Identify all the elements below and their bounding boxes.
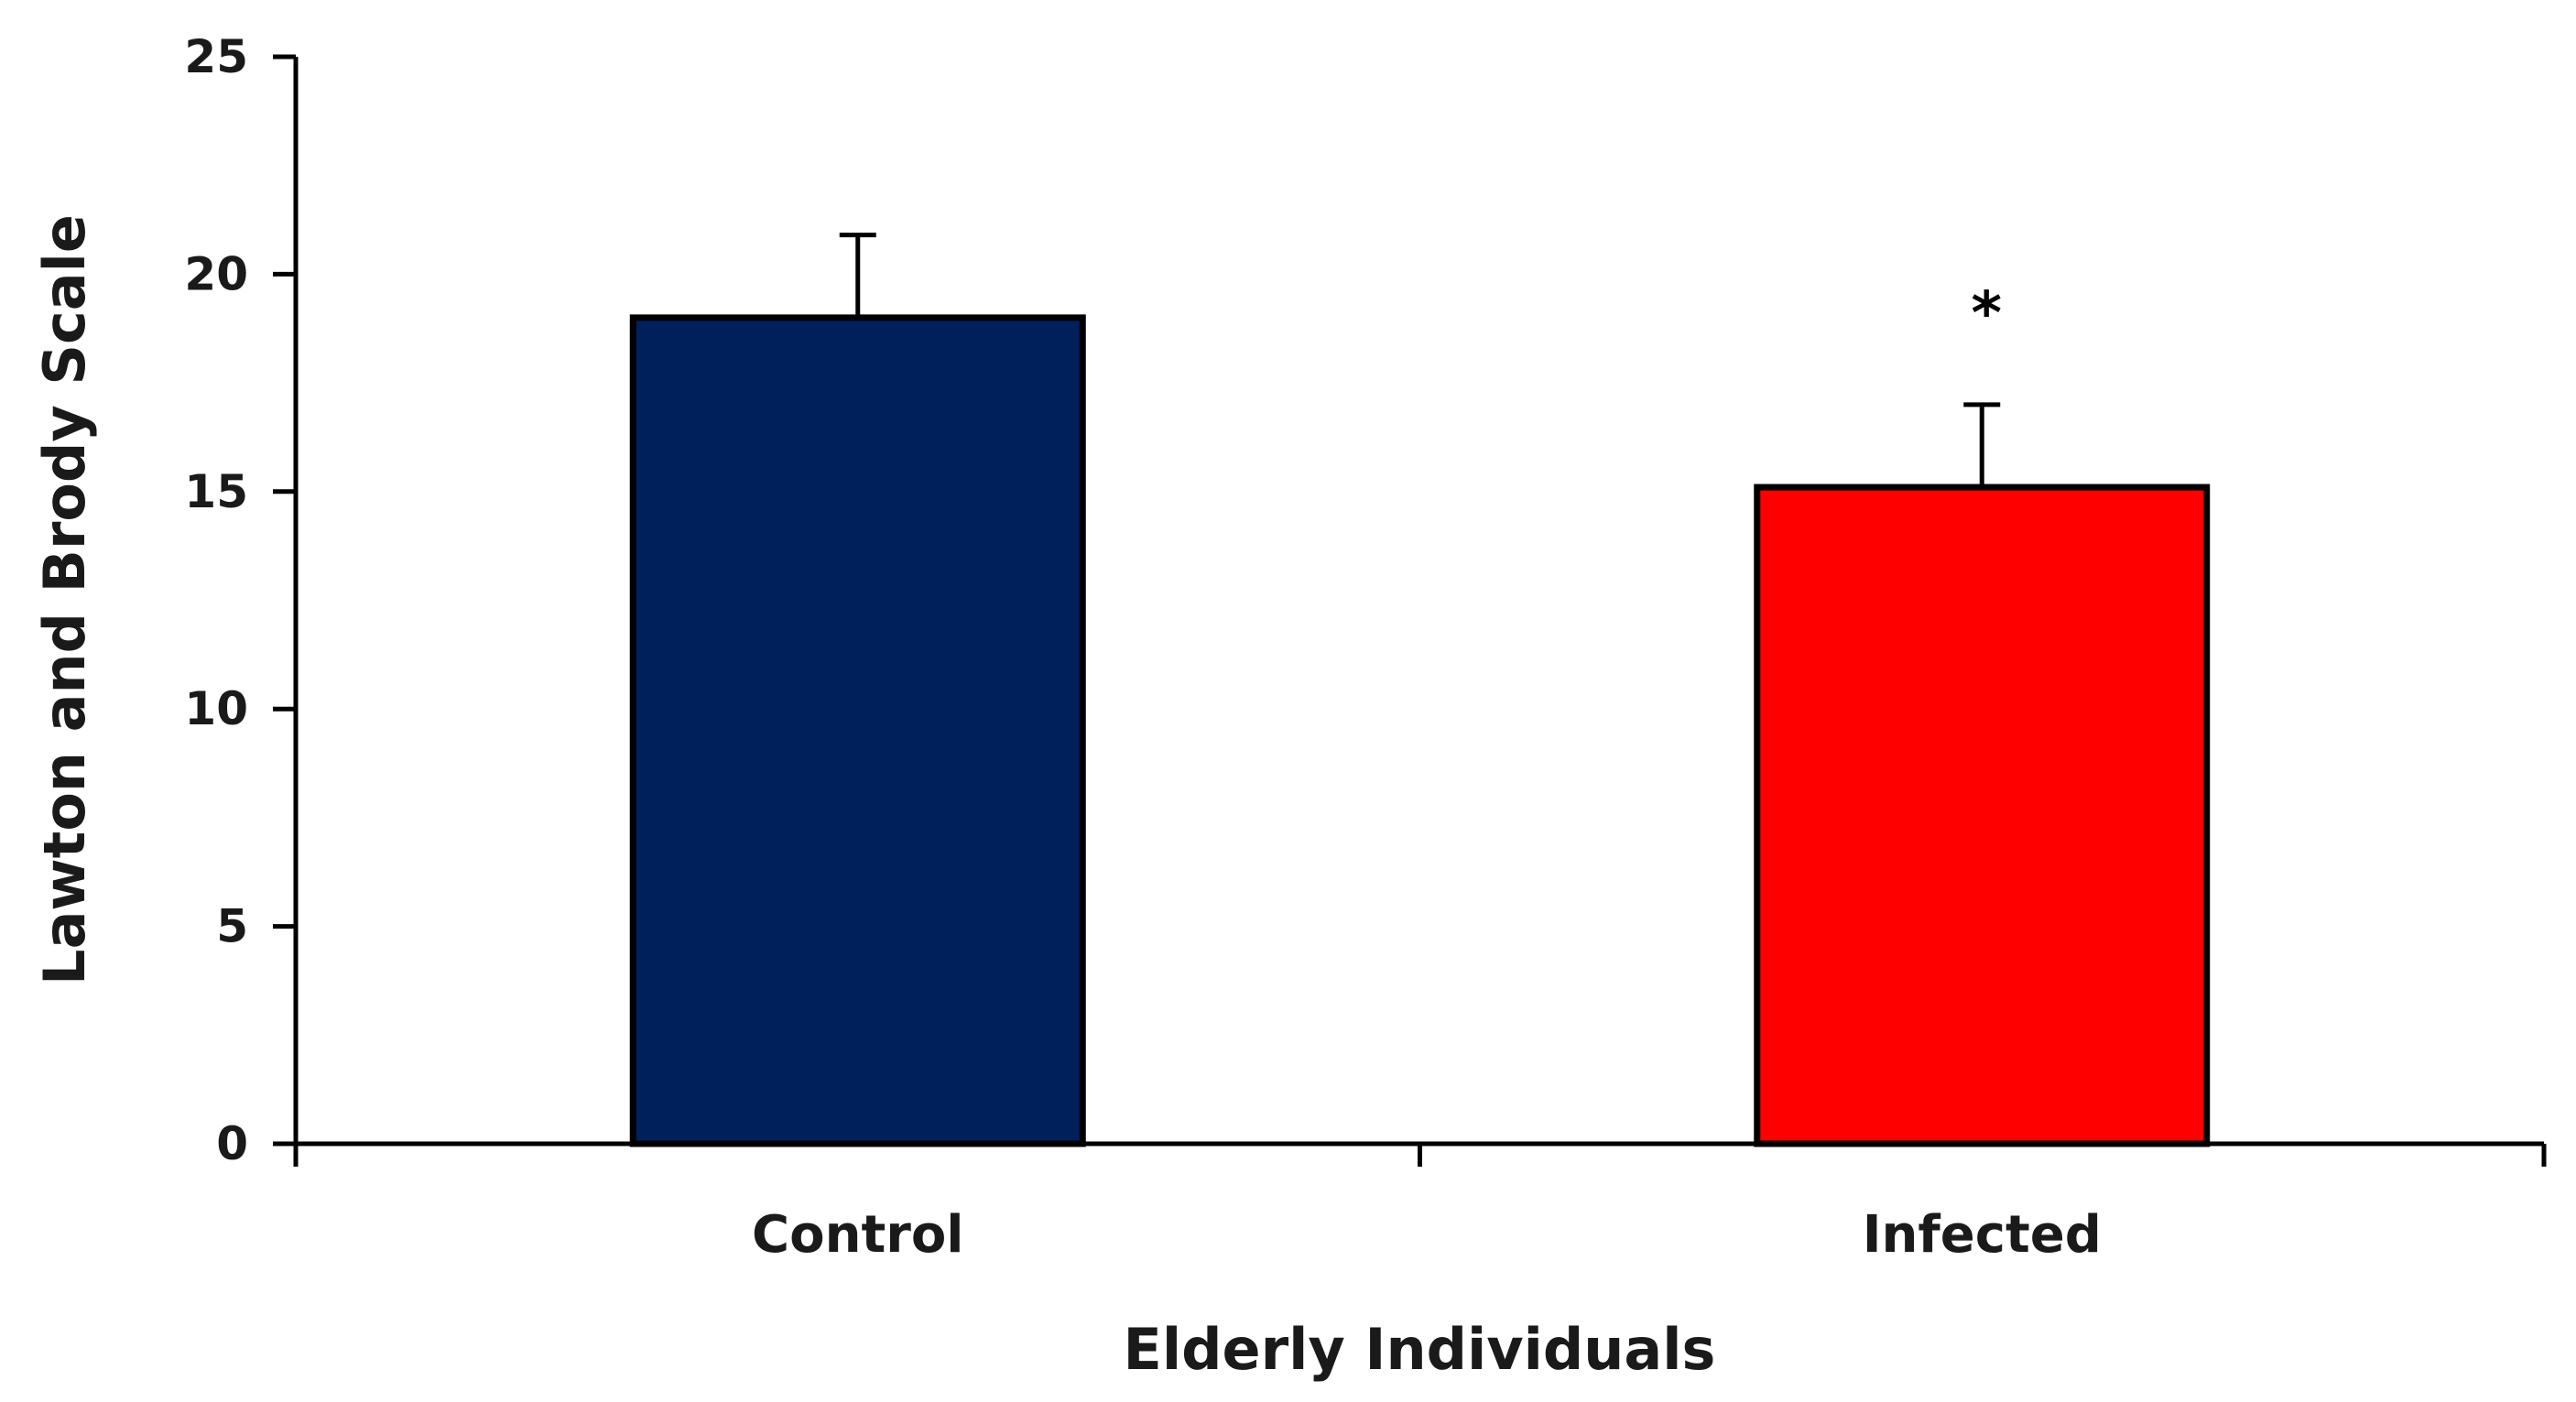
y-tick-label: 5: [216, 900, 248, 953]
y-tick-label: 0: [216, 1117, 248, 1170]
significance-marker: *: [1972, 280, 2002, 348]
bar-infected: [1754, 484, 2211, 1147]
annotations: *: [1972, 280, 2002, 348]
y-tick-label: 25: [184, 30, 248, 83]
x-axis-tick-labels: Control Infected: [752, 1205, 2102, 1265]
error-bars: [839, 233, 2001, 488]
bar-control: [629, 314, 1086, 1147]
x-tick-label-infected: Infected: [1863, 1205, 2102, 1265]
bars: [629, 314, 2211, 1147]
y-tick-label: 15: [184, 465, 248, 518]
x-axis-title: Elderly Individuals: [1124, 1316, 1716, 1383]
x-tick-label-control: Control: [752, 1205, 964, 1265]
y-axis-title: Lawton and Brody Scale: [31, 214, 98, 985]
y-axis-tick-labels: 0 5 10 15 20 25: [184, 30, 248, 1170]
y-axis-ticks: [273, 54, 296, 1147]
y-tick-label: 20: [184, 247, 248, 300]
x-axis-ticks: [293, 1144, 2547, 1167]
y-tick-label: 10: [184, 682, 248, 735]
